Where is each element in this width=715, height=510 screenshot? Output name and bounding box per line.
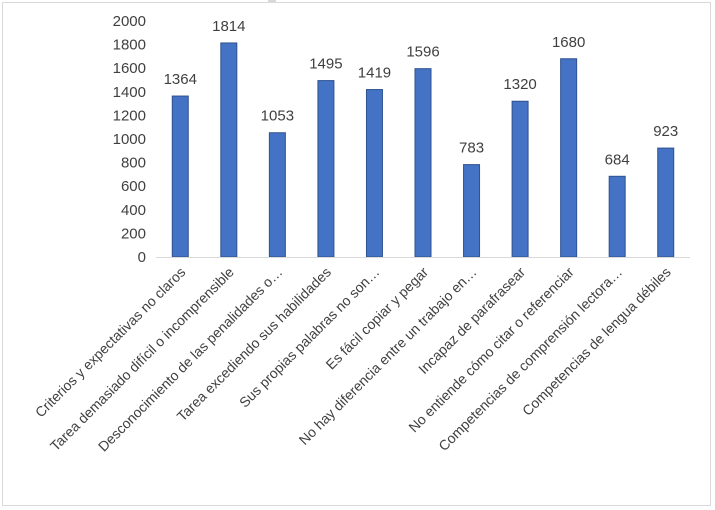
data-label: 923 [653,123,678,140]
x-tick-label: Desconocimiento de las penalidades o… [95,264,286,455]
data-label: 1053 [261,108,294,125]
y-tick-label: 2000 [113,13,146,30]
data-label: 1680 [552,34,585,51]
data-label: 783 [459,140,484,157]
bar [317,80,335,258]
bars [171,42,675,258]
data-label: 1364 [164,71,197,88]
data-label: 1495 [309,56,342,73]
data-label: 1320 [503,76,536,93]
y-tick-label: 1600 [113,60,146,77]
y-tick-label: 200 [121,225,146,242]
data-labels: 1364 1814 1053 1495 1419 1596 783 1320 1680 684 92… [164,18,679,168]
y-tick-label: 1200 [113,107,146,124]
x-tick-label: Competencias de comprensión lectora… [435,264,625,454]
bar [463,164,481,258]
bar [511,100,529,258]
data-label: 1419 [358,65,391,82]
bar [608,175,626,258]
x-axis-ticks: Criterios y expectativas no clarosTarea … [32,264,674,455]
y-tick-label: 1000 [113,131,146,148]
bar [171,95,189,258]
y-tick-label: 600 [121,178,146,195]
bar [365,89,383,258]
y-tick-label: 1800 [113,37,146,54]
bar [414,68,432,258]
x-tick-label: Tarea demasiado difícil o incomprensible [47,264,237,454]
bar [220,42,238,258]
y-tick-label: 1400 [113,84,146,101]
x-tick-label: No hay diferencia entre un trabajo en… [296,264,480,448]
y-tick-label: 800 [121,155,146,172]
bar [657,147,675,258]
top-edge-mark [268,0,276,3]
y-tick-label: 0 [138,249,146,266]
data-label: 684 [605,151,630,168]
y-axis-ticks: 0 200 400 600 800 1000 1200 1400 1600 1800 2000 [113,13,146,266]
data-label: 1596 [406,44,439,61]
chart-frame [2,2,711,506]
y-tick-label: 400 [121,202,146,219]
bar [268,132,286,258]
top-strip [0,0,715,3]
bar [560,58,578,258]
data-label: 1814 [212,18,245,35]
